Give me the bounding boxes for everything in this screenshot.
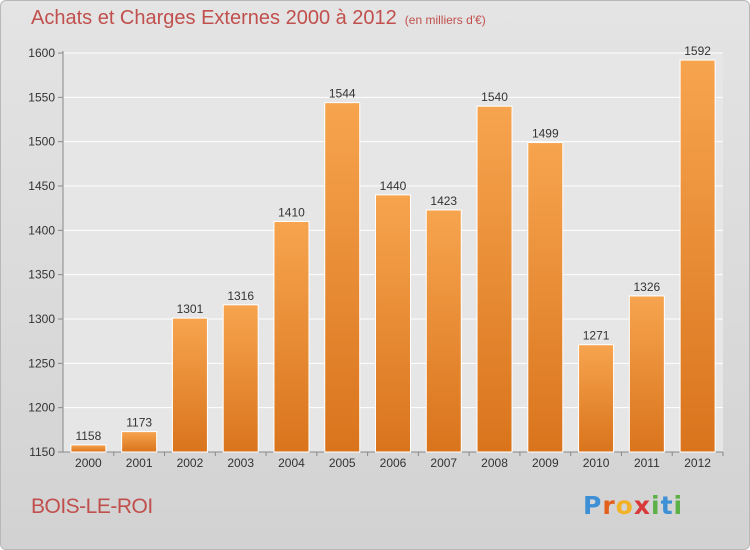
data-label: 1271	[583, 329, 610, 343]
x-tick-label: 2009	[532, 456, 559, 470]
chart-title: Achats et Charges Externes 2000 à 2012 (e…	[31, 7, 486, 30]
data-label: 1316	[227, 289, 254, 303]
bar	[273, 220, 310, 453]
x-tick-label: 2011	[634, 456, 660, 470]
data-label: 1173	[126, 416, 152, 430]
data-label: 1301	[177, 302, 204, 316]
bar	[375, 194, 411, 453]
data-label: 1410	[278, 205, 305, 219]
data-label: 1592	[684, 44, 711, 58]
x-tick-label: 2008	[481, 456, 508, 470]
title-text: Achats et Charges Externes 2000 à 2012	[31, 7, 397, 29]
data-label: 1423	[430, 194, 457, 208]
bar	[578, 344, 615, 453]
bar	[324, 102, 361, 453]
bars	[70, 59, 716, 453]
x-tick-label: 2010	[583, 456, 610, 470]
title-unit: (en milliers d'€)	[404, 13, 486, 27]
y-tick-label: 1300	[28, 312, 55, 326]
data-label: 1499	[532, 127, 559, 141]
y-tick-label: 1550	[28, 90, 55, 104]
bar	[628, 295, 665, 453]
bar	[222, 304, 259, 453]
y-tick-label: 1500	[28, 135, 55, 149]
x-tick-label: 2000	[75, 456, 102, 470]
x-tick-label: 2007	[430, 456, 457, 470]
x-tick-label: 2012	[684, 456, 711, 470]
data-label: 1540	[481, 90, 508, 104]
bar	[171, 317, 208, 453]
y-tick-label: 1400	[28, 223, 55, 237]
bar	[476, 105, 513, 453]
y-tick-label: 1600	[28, 46, 55, 60]
bar	[527, 142, 564, 453]
x-tick-label: 2005	[329, 456, 356, 470]
data-label: 1326	[633, 280, 660, 294]
proxiti-logo: Proxiti	[583, 491, 684, 520]
data-label: 1158	[75, 429, 101, 443]
bar	[121, 431, 158, 453]
data-labels: 1158 1173 1301 1316 1410 1544 1440 1423 1540 1499…	[75, 44, 711, 443]
y-tick-label: 1450	[28, 179, 55, 193]
bar	[679, 59, 716, 453]
x-tick-label: 2006	[380, 456, 407, 470]
y-tick-label: 1350	[28, 268, 55, 282]
data-label: 1544	[329, 87, 356, 101]
x-tick-label: 2001	[126, 456, 153, 470]
x-tick-label: 2003	[227, 456, 254, 470]
y-tick-label: 1150	[29, 445, 55, 459]
y-tick-label: 1200	[28, 401, 55, 415]
bar	[425, 209, 462, 453]
bar	[70, 444, 107, 453]
y-tick-label: 1250	[28, 356, 55, 370]
x-tick-label: 2004	[278, 456, 305, 470]
x-tick-label: 2002	[177, 456, 204, 470]
data-label: 1440	[380, 179, 407, 193]
location-name: BOIS-LE-ROI	[31, 495, 153, 518]
